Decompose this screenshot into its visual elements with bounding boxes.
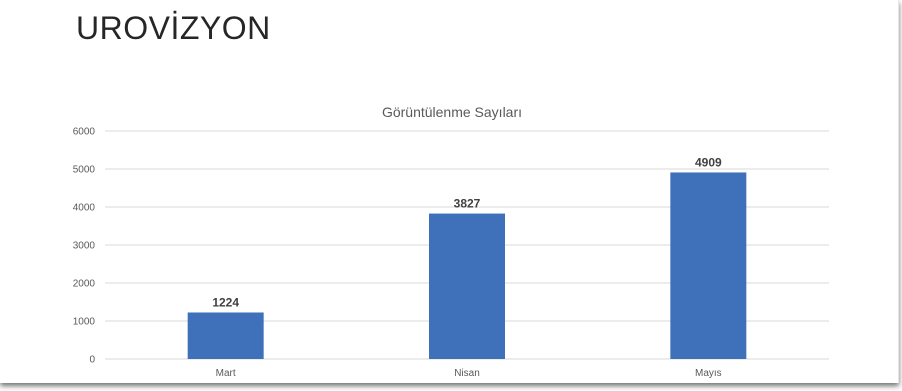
bar — [429, 213, 505, 359]
y-tick-label: 5000 — [73, 165, 96, 176]
data-label: 4909 — [695, 155, 722, 169]
x-tick-label: Nisan — [454, 368, 480, 379]
bar-chart: Görüntülenme Sayıları 0 1000 2000 3000 4000 5… — [73, 104, 829, 379]
chart-title: Görüntülenme Sayıları — [382, 104, 522, 120]
y-tick-label: 6000 — [73, 127, 96, 138]
y-tick-label: 0 — [89, 355, 95, 366]
y-tick-label: 3000 — [73, 241, 96, 252]
bar — [187, 312, 264, 359]
y-tick-label: 2000 — [73, 279, 96, 290]
data-label: 3827 — [454, 197, 481, 211]
y-axis-ticks: 0 1000 2000 3000 4000 5000 6000 — [73, 127, 96, 366]
slide-title: UROVİZYON — [76, 10, 271, 46]
bar — [670, 172, 747, 359]
x-tick-label: Mayıs — [695, 368, 722, 379]
data-label: 1224 — [212, 295, 239, 309]
y-tick-label: 4000 — [73, 203, 96, 214]
x-axis-ticks: Mart Nisan Mayıs — [216, 368, 722, 379]
data-labels: 1224 3827 4909 — [212, 155, 722, 309]
bars — [187, 172, 747, 359]
y-tick-label: 1000 — [73, 317, 96, 328]
slide: UROVİZYON Görüntülenme Sayıları 0 1000 200… — [72, 0, 899, 383]
x-tick-label: Mart — [216, 368, 236, 379]
